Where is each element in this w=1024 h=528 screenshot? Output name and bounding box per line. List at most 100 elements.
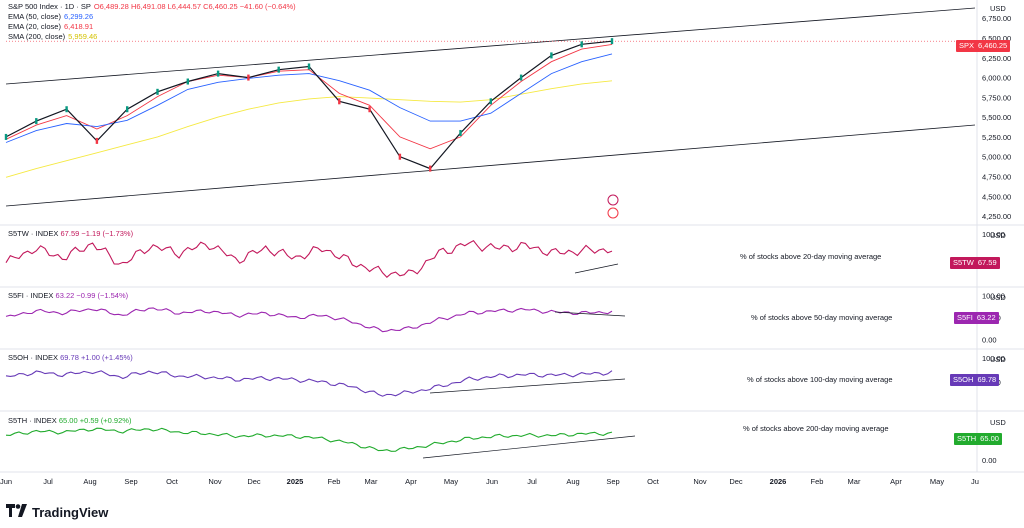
time-axis-label: Jul (43, 477, 53, 486)
currency-label: USD (990, 355, 1006, 364)
price-candle (126, 106, 129, 113)
price-candle (550, 52, 553, 59)
indicator-line-s5fi (5, 307, 613, 333)
price-candle (489, 98, 492, 105)
indicator-line-s5oh (5, 370, 613, 397)
indicator-annotation: % of stocks above 20-day moving average (740, 252, 881, 261)
time-axis-label: Oct (166, 477, 179, 486)
price-candle (398, 153, 402, 160)
price-tick-label: 6,250.00 (982, 54, 1011, 63)
price-candle (459, 129, 462, 136)
price-candle (65, 106, 68, 113)
price-candle (216, 70, 220, 77)
time-axis-label: Jun (0, 477, 12, 486)
sma200-value: 5,959.46 (68, 32, 98, 41)
panel-legend-name: S5OH · INDEX (8, 353, 59, 362)
price-candle (519, 74, 523, 81)
sma200-label: SMA (200, close) (8, 32, 66, 41)
panel-legend-change: −0.99 (−1.54%) (76, 291, 129, 300)
price-tick-label: 6,000.00 (982, 74, 1011, 83)
panel-legend-change: −1.19 (−1.73%) (81, 229, 134, 238)
price-candle (307, 63, 311, 70)
badge-ticker: S5TH (957, 434, 977, 443)
panel-legend-name: S5TH · INDEX (8, 416, 57, 425)
time-axis-label: Dec (247, 477, 261, 486)
time-axis-label: Mar (365, 477, 378, 486)
ema20-label: EMA (20, close) (8, 22, 61, 31)
time-axis-label: Nov (693, 477, 707, 486)
indicator-annotation: % of stocks above 200-day moving average (743, 424, 889, 433)
price-tick-label: 4,750.00 (982, 173, 1011, 182)
price-candle (277, 66, 280, 73)
time-axis-label: 2025 (287, 477, 304, 486)
indicator-tick-label: 100.00 (982, 354, 1005, 363)
indicator-tick-label: 100.00 (982, 291, 1005, 300)
time-axis-label: Dec (729, 477, 743, 486)
tradingview-brand[interactable]: TradingView (6, 504, 108, 520)
time-axis-label: Ju (971, 477, 979, 486)
time-axis-label: May (930, 477, 944, 486)
panel-legend-s5fi: S5FI · INDEX 63.22 −0.99 (−1.54%) (8, 291, 128, 301)
price-tick-label: 4,500.00 (982, 192, 1011, 201)
time-axis-label: May (444, 477, 458, 486)
price-tick-label: 5,750.00 (982, 93, 1011, 102)
time-axis-label: 2026 (770, 477, 787, 486)
price-candle (338, 98, 341, 105)
price-badge-spx: SPX 6,460.25 (956, 40, 1011, 52)
panel-legend-change: +1.00 (+1.45%) (80, 353, 133, 362)
time-axis-label: Feb (811, 477, 824, 486)
price-candle (35, 118, 38, 125)
panel-legend-s5oh: S5OH · INDEX 69.78 +1.00 (+1.45%) (8, 353, 133, 363)
indicator-trend-line (574, 263, 619, 274)
series-line-ema-50 (5, 53, 613, 143)
main-legend: S&P 500 Index · 1D · SP O6,489.28 H6,491.… (8, 2, 299, 42)
time-axis-label: Sep (606, 477, 619, 486)
panel-legend-s5tw: S5TW · INDEX 67.59 −1.19 (−1.73%) (8, 229, 133, 239)
ohlc-values: O6,489.28 H6,491.08 L6,444.57 C6,460.25 … (93, 2, 296, 11)
time-axis-label: Jun (486, 477, 498, 486)
badge-ticker: S5OH (953, 375, 974, 384)
price-candle (247, 74, 250, 81)
price-candle (95, 137, 99, 144)
currency-label: USD (990, 293, 1006, 302)
price-candle (610, 38, 614, 45)
price-candle (186, 78, 189, 85)
price-candle (156, 88, 159, 95)
indicator-line-s5tw (5, 239, 613, 278)
indicator-trend-line (422, 435, 636, 459)
badge-value: 63.22 (976, 313, 996, 322)
badge-value: 69.78 (977, 375, 997, 384)
price-tick-label: 5,500.00 (982, 113, 1011, 122)
badge-ticker: S5TW (953, 258, 974, 267)
badge-value: 6,460.25 (978, 41, 1008, 50)
price-candle (580, 41, 583, 48)
brand-name: TradingView (32, 504, 109, 520)
value-badge-s5th: S5TH 65.00 (954, 433, 1002, 445)
time-axis-label: Aug (566, 477, 579, 486)
price-tick-label: 6,750.00 (982, 14, 1011, 23)
panel-legend-value: 69.78 (60, 353, 79, 362)
ema20-value: 6,418.91 (63, 22, 94, 31)
time-axis-label: Feb (328, 477, 341, 486)
panel-legend-value: 67.59 (60, 229, 80, 238)
time-axis-label: Apr (405, 477, 417, 486)
panel-legend-value: 63.22 (55, 291, 75, 300)
badge-ticker: SPX (959, 41, 975, 50)
time-axis-label: Nov (208, 477, 222, 486)
panel-legend-name: S5FI · INDEX (8, 291, 54, 300)
indicator-trend-line (429, 378, 626, 394)
price-candle (429, 165, 432, 172)
indicator-annotation: % of stocks above 50-day moving average (751, 313, 892, 322)
channel-upper-line (5, 7, 976, 85)
indicator-tick-label: 100.00 (982, 230, 1005, 239)
time-axis-label: Oct (647, 477, 660, 486)
badge-value: 65.00 (980, 434, 999, 443)
time-axis-label: Jul (527, 477, 537, 486)
currency-label: USD (990, 4, 1006, 13)
time-axis-label: Aug (83, 477, 96, 486)
time-axis-label: Mar (848, 477, 861, 486)
price-tick-label: 4,250.00 (982, 212, 1011, 221)
value-badge-s5fi: S5FI 63.22 (954, 312, 999, 324)
ema50-value: 6,299.26 (63, 12, 94, 21)
